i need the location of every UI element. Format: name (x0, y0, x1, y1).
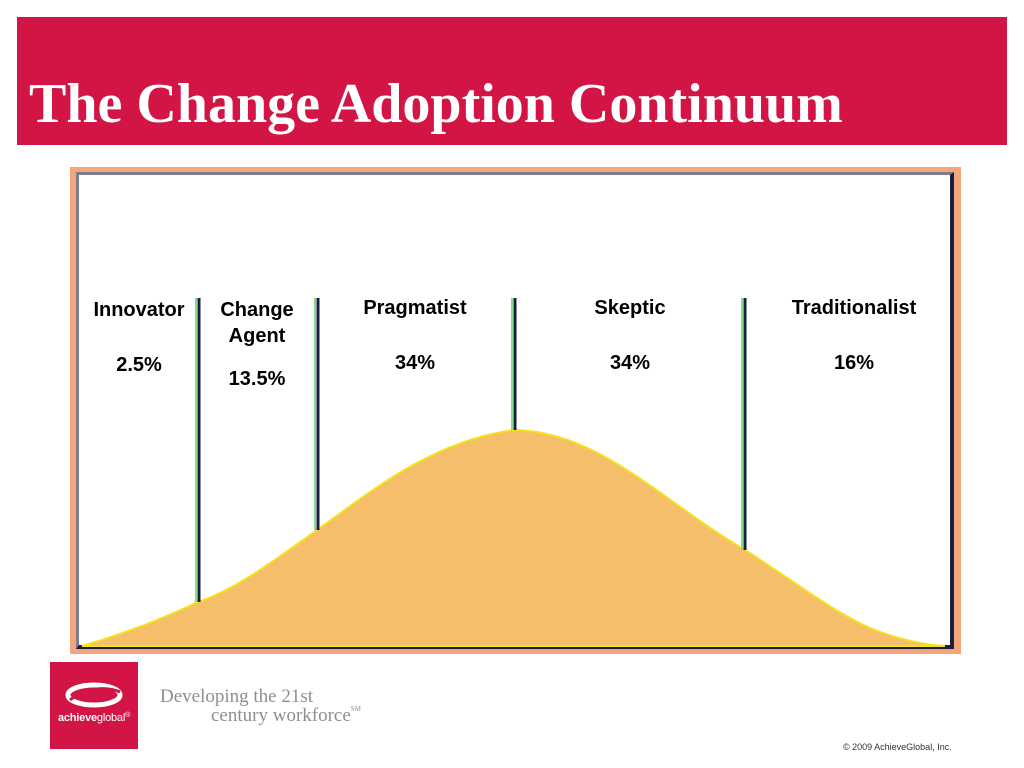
divider-innovator-change-agent (195, 298, 201, 602)
bell-curve (81, 428, 946, 647)
segment-percent: 2.5% (116, 354, 162, 376)
segment-name: Innovator (93, 299, 185, 321)
segment-percent: 16% (833, 352, 875, 374)
segment-innovator: Innovator 2.5% (82, 297, 196, 378)
copyright-notice: © 2009 AchieveGlobal, Inc. (843, 742, 952, 752)
logo-brand-bold: achieve (57, 712, 97, 724)
divider-change-agent-pragmatist (314, 298, 320, 530)
tagline-line1: Developing the 21st (160, 686, 314, 707)
logo-registered-mark: ® (125, 712, 131, 719)
achieveglobal-logo: achieveglobal® (50, 662, 138, 749)
segment-name-line1: Change (220, 299, 294, 321)
tagline-line2: century workforceSM (211, 705, 361, 727)
segment-pragmatist: Pragmatist 34% (318, 295, 512, 376)
segment-percent: 34% (609, 352, 651, 374)
tagline-line2-text: century workforce (211, 705, 351, 726)
swoosh-icon (65, 682, 123, 708)
segment-traditionalist: Traditionalist 16% (745, 295, 963, 376)
segment-change-agent: Change Agent 13.5% (199, 297, 315, 392)
segment-percent: 34% (394, 352, 436, 374)
divider-skeptic-traditionalist (741, 298, 747, 550)
logo-wordmark: achieveglobal® (50, 712, 138, 724)
segment-name: Traditionalist (791, 297, 917, 319)
service-mark: SM (350, 705, 361, 713)
segment-name-line2: Agent (228, 325, 286, 347)
segment-name: Pragmatist (363, 297, 467, 319)
slide-title: The Change Adoption Continuum (29, 73, 843, 135)
segment-percent: 13.5% (228, 368, 286, 390)
segment-skeptic: Skeptic 34% (515, 295, 745, 376)
segment-name: Skeptic (594, 297, 666, 319)
divider-pragmatist-skeptic (511, 298, 517, 430)
logo-brand-regular: global (96, 712, 126, 724)
title-bar: The Change Adoption Continuum (17, 17, 1007, 145)
